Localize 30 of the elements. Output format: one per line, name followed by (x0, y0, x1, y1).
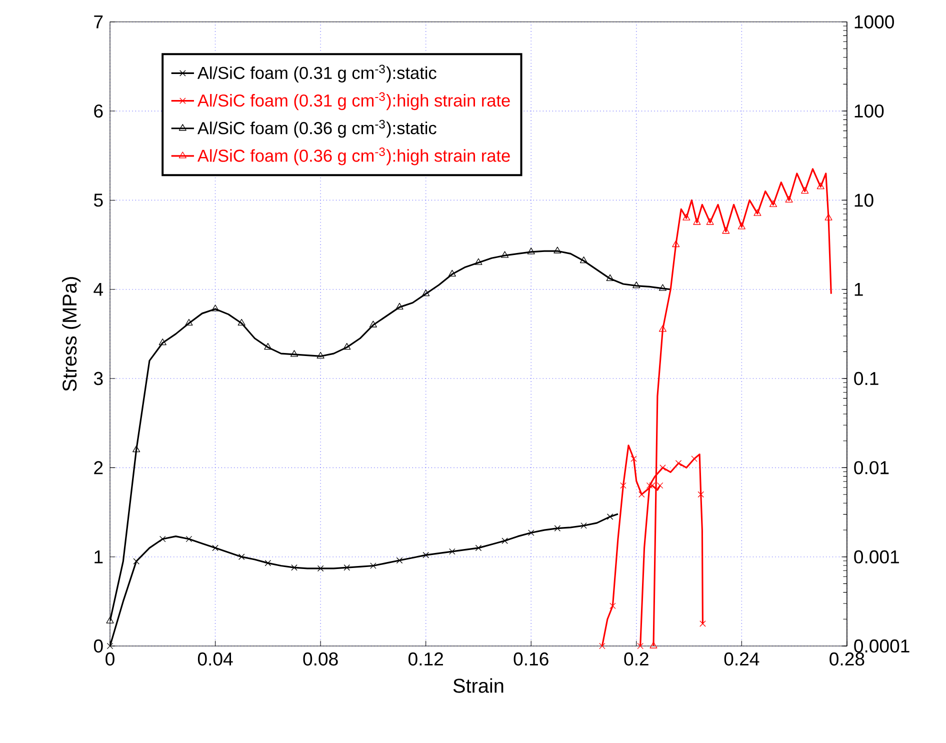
y-axis-title: Stress (MPa) (62, 277, 81, 392)
y-tick-label: 1 (94, 550, 103, 564)
x-tick-label: 0.24 (724, 652, 760, 666)
x-tick-label: 0.08 (303, 652, 338, 666)
y-tick-label: 7 (94, 16, 103, 28)
y-tick-label: 3 (94, 372, 103, 386)
y2-tick-label: 0.01 (854, 461, 889, 474)
x-tick-label: 0.12 (408, 652, 443, 666)
x-axis-title: Strain (453, 678, 504, 693)
y2-tick-label: 0.1 (854, 372, 878, 386)
legend-label: Al/SiC foam (0.36 g cm$^{-3}$):static (197, 120, 436, 138)
x-tick-label: 0.28 (830, 652, 864, 666)
y-tick-label: 5 (94, 194, 103, 207)
y-tick-label: 2 (94, 461, 103, 474)
y2-tick-label: 10 (854, 194, 874, 207)
y-tick-label: 0 (94, 639, 103, 653)
y2-tick-label: 0.001 (854, 550, 899, 564)
x-tick-label: 0 (106, 652, 114, 666)
legend-label: Al/SiC foam (0.31 g cm$^{-3}$):static (197, 64, 436, 82)
y-tick-label: 4 (94, 282, 103, 296)
y2-tick-label: 1 (854, 282, 863, 296)
y2-tick-label: 100 (854, 104, 884, 118)
legend-label: Al/SiC foam (0.36 g cm$^{-3}$):high strain rate (197, 148, 510, 166)
legend-label: Al/SiC foam (0.31 g cm$^{-3}$):high strain rate (197, 92, 510, 110)
x-tick-label: 0.16 (514, 652, 548, 666)
y2-tick-label: 1000 (854, 15, 894, 28)
y-tick-label: 6 (94, 104, 103, 118)
x-tick-label: 0.04 (198, 652, 233, 666)
y2-tick-label: 0.0001 (854, 639, 910, 653)
x-tick-label: 0.2 (624, 652, 648, 666)
